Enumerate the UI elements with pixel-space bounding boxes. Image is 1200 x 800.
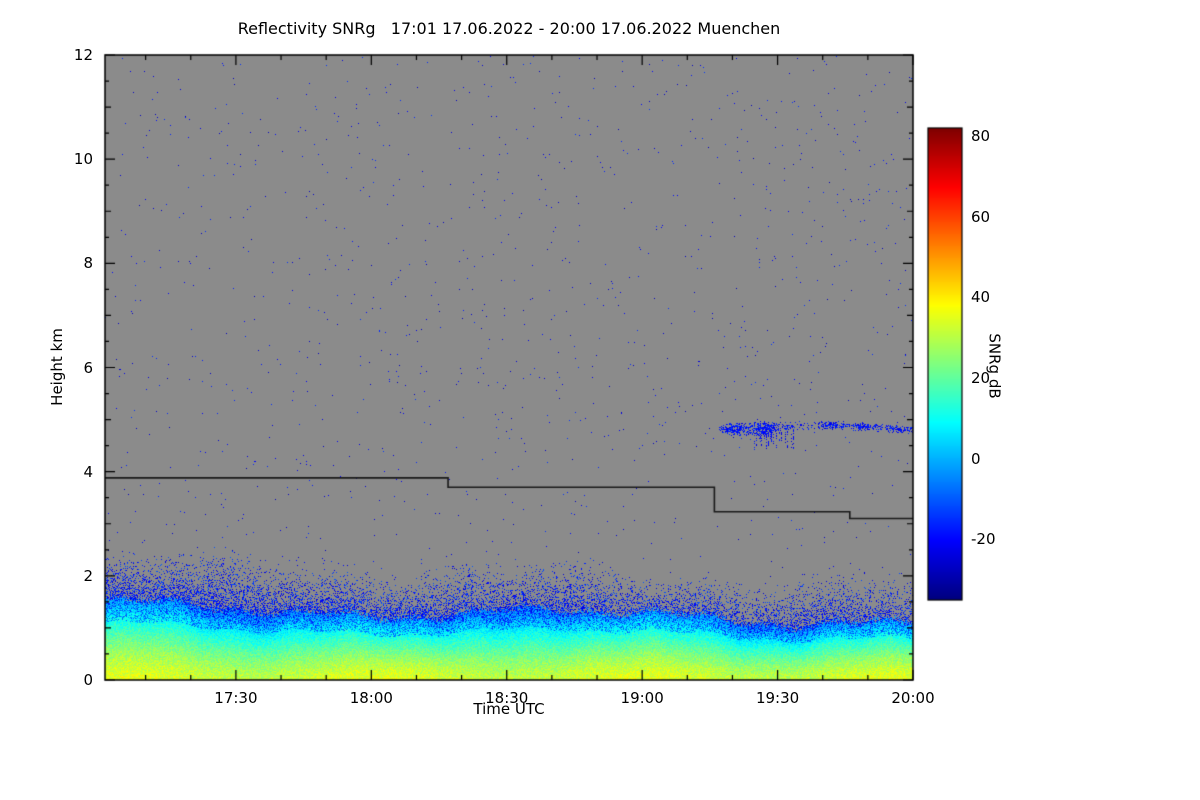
colorbar-tick-label: 40: [971, 288, 991, 307]
y-tick-label: 4: [83, 462, 93, 481]
y-tick-label: 10: [73, 150, 93, 169]
x-tick-label: 19:30: [755, 689, 800, 707]
colorbar-tick-label: 80: [971, 127, 991, 146]
y-tick-label: 2: [83, 566, 93, 585]
y-tick-label: 0: [83, 671, 93, 689]
chart-title: Reflectivity SNRg 17:01 17.06.2022 - 20:…: [237, 19, 781, 38]
colorbar-tick-label: 60: [971, 207, 991, 226]
x-tick-label: 18:00: [349, 689, 393, 707]
y-tick-label: 8: [83, 254, 93, 273]
colorbar-tick-label: -20: [971, 530, 996, 549]
x-tick-label: 20:00: [891, 689, 935, 707]
x-tick-label: 19:00: [620, 689, 664, 707]
colorbar-tick-label: 0: [971, 449, 981, 468]
x-tick-label: 17:30: [214, 689, 258, 707]
x-tick-label: 18:30: [485, 689, 529, 707]
y-tick-label: 12: [73, 46, 93, 64]
y-axis-label: Height km: [47, 328, 66, 406]
x-axis-label: Time UTC: [473, 700, 545, 718]
colorbar-label: SNRg dB: [985, 333, 1004, 399]
colorbar-tick-label: 20: [971, 369, 991, 388]
y-tick-label: 6: [83, 358, 93, 377]
